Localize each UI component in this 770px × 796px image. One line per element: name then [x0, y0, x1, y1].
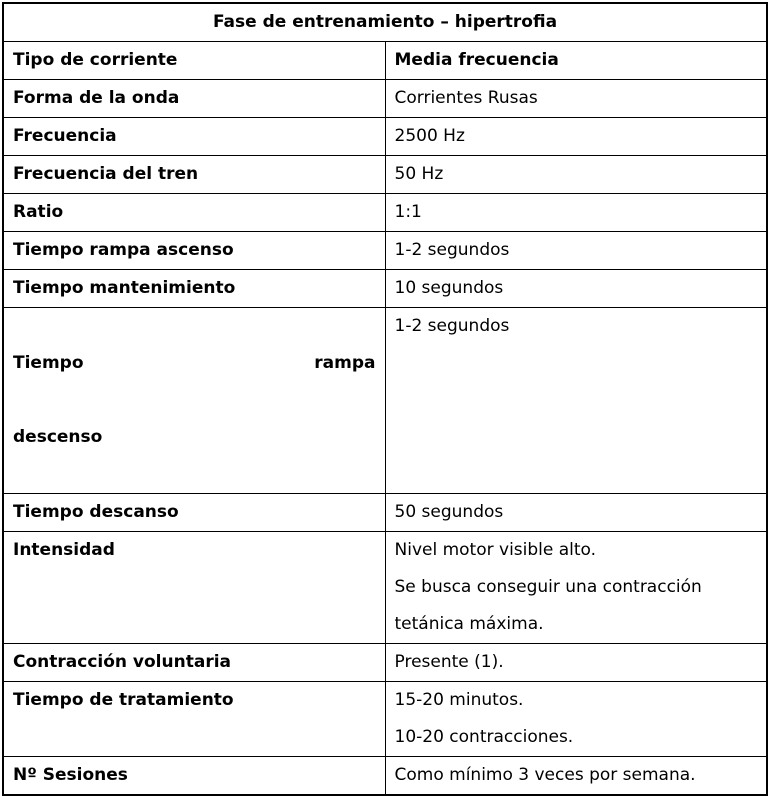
table-row: Frecuencia del tren 50 Hz	[2, 155, 768, 194]
row-label: Tiempo de tratamiento	[2, 681, 386, 757]
row-value: Nivel motor visible alto. Se busca conse…	[384, 531, 768, 644]
row-value: 50 segundos	[384, 493, 768, 532]
row-label: Contracción voluntaria	[2, 643, 386, 682]
table-row: Contracción voluntaria Presente (1).	[2, 643, 768, 682]
row-value: 50 Hz	[384, 155, 768, 194]
table-row: Tipo de corriente Media frecuencia	[2, 41, 768, 80]
row-value: Media frecuencia	[384, 41, 768, 80]
table-title-row: Fase de entrenamiento – hipertrofia	[2, 2, 768, 42]
row-label: Forma de la onda	[2, 79, 386, 118]
row-label: Intensidad	[2, 531, 386, 644]
table-row: Nº Sesiones Como mínimo 3 veces por sema…	[2, 756, 768, 796]
table-row: Tiempo rampa ascenso 1-2 segundos	[2, 231, 768, 270]
table-row: Tiempo descanso 50 segundos	[2, 493, 768, 532]
row-label: Tiempo descanso	[2, 493, 386, 532]
table-row: Tiempo mantenimiento 10 segundos	[2, 269, 768, 308]
table-row: Ratio 1:1	[2, 193, 768, 232]
table-row: Intensidad Nivel motor visible alto. Se …	[2, 531, 768, 644]
row-value: Como mínimo 3 veces por semana.	[384, 756, 768, 796]
row-value: 15-20 minutos. 10-20 contracciones.	[384, 681, 768, 757]
row-label: Tiempo rampa ascenso	[2, 231, 386, 270]
row-label-line2: descenso	[13, 427, 103, 447]
row-value: 1:1	[384, 193, 768, 232]
table-row: Tiempo de tratamiento 15-20 minutos. 10-…	[2, 681, 768, 757]
row-label-word: Tiempo	[13, 353, 84, 373]
table-row: Tiempo rampa descenso 1-2 segundos	[2, 307, 768, 494]
row-label-line1: Tiempo rampa	[13, 345, 376, 382]
row-label: Tiempo rampa descenso	[2, 307, 386, 494]
row-label-word: rampa	[314, 353, 376, 373]
table-row: Forma de la onda Corrientes Rusas	[2, 79, 768, 118]
row-label: Frecuencia del tren	[2, 155, 386, 194]
row-value: 1-2 segundos	[384, 231, 768, 270]
row-value: Corrientes Rusas	[384, 79, 768, 118]
row-label: Ratio	[2, 193, 386, 232]
row-label: Tiempo mantenimiento	[2, 269, 386, 308]
row-value: Presente (1).	[384, 643, 768, 682]
row-label: Tipo de corriente	[2, 41, 386, 80]
row-value: 10 segundos	[384, 269, 768, 308]
row-value: 1-2 segundos	[384, 307, 768, 494]
row-label: Frecuencia	[2, 117, 386, 156]
row-value: 2500 Hz	[384, 117, 768, 156]
table-title: Fase de entrenamiento – hipertrofia	[2, 2, 768, 42]
row-label: Nº Sesiones	[2, 756, 386, 796]
table-row: Frecuencia 2500 Hz	[2, 117, 768, 156]
